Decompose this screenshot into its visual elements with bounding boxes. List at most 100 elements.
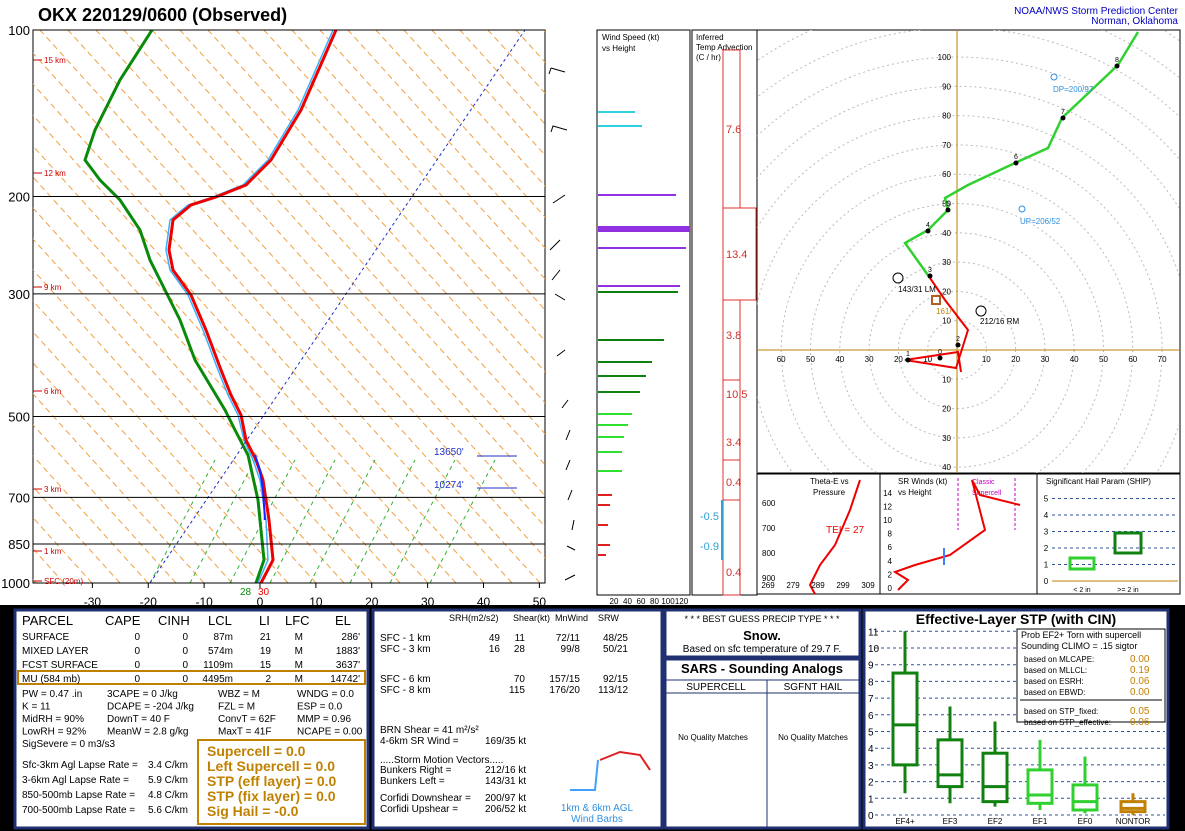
label: 92/15 bbox=[603, 674, 628, 685]
label: ESP = 0.0 bbox=[297, 702, 343, 713]
label: 99/8 bbox=[561, 644, 581, 655]
label: 10 bbox=[923, 355, 932, 364]
label: 700 bbox=[762, 524, 776, 533]
label: DP=200/97 bbox=[1053, 85, 1094, 94]
mixing-ratio bbox=[229, 459, 296, 583]
label: NCAPE = 0.00 bbox=[297, 727, 363, 738]
label: 40 bbox=[477, 595, 491, 609]
mixing-ratio bbox=[389, 459, 456, 583]
label: Shear(kt) bbox=[513, 613, 550, 623]
label: Effective-Layer STP (with CIN) bbox=[916, 611, 1116, 627]
dry-adiabat bbox=[179, 30, 545, 435]
label: 48/25 bbox=[603, 633, 628, 644]
label: based on MLCAPE: bbox=[1024, 655, 1094, 664]
dry-adiabat bbox=[33, 455, 149, 583]
sfc-dewpoint: 28 bbox=[240, 587, 252, 598]
title: OKX 220129/0600 (Observed) bbox=[38, 5, 287, 25]
label: 40 bbox=[623, 597, 632, 606]
dry-adiabat bbox=[33, 486, 121, 583]
label: 279 bbox=[786, 581, 800, 590]
label: 0 bbox=[888, 584, 893, 593]
label: 12 km bbox=[44, 169, 66, 178]
label: SFC - 6 km bbox=[380, 674, 431, 685]
label: 20 bbox=[942, 287, 951, 296]
skewt-frame bbox=[32, 29, 546, 584]
label: MidRH = 90% bbox=[22, 714, 84, 725]
kinematic-panel bbox=[371, 608, 664, 830]
label: Left Supercell = 0.0 bbox=[207, 758, 335, 774]
label: Bunkers Right = bbox=[380, 765, 452, 776]
panel-title: SR Winds (kt) bbox=[898, 477, 948, 486]
label: 0 bbox=[134, 632, 140, 643]
label: 20 bbox=[942, 405, 951, 414]
label: 0.19 bbox=[1130, 665, 1150, 676]
label: 0 bbox=[257, 595, 264, 609]
note: Classic bbox=[972, 479, 995, 486]
note: Supercell bbox=[972, 490, 1002, 497]
label: EF2 bbox=[988, 817, 1003, 826]
label: EF1 bbox=[1033, 817, 1048, 826]
label: 212/16 kt bbox=[485, 765, 526, 776]
dry-adiabat bbox=[123, 30, 545, 497]
iqr bbox=[1119, 800, 1147, 814]
label: SRW bbox=[598, 613, 619, 623]
label: LowRH = 92% bbox=[22, 727, 86, 738]
label: NONTOR bbox=[1116, 817, 1151, 826]
label: Based on sfc temperature of 29.7 F. bbox=[683, 644, 841, 655]
panel-title: Pressure bbox=[813, 488, 846, 497]
wind-barbs bbox=[548, 67, 576, 581]
label: No Quality Matches bbox=[778, 733, 848, 742]
label: 206/52 kt bbox=[485, 804, 526, 815]
label: 176/20 bbox=[549, 685, 580, 696]
dry-adiabat bbox=[431, 30, 545, 156]
label: SGFNT HAIL bbox=[784, 682, 843, 693]
ship-axes: 0 1 2 3 4 5 < 2 in >= 2 in bbox=[1044, 495, 1178, 594]
label: EF3 bbox=[943, 817, 958, 826]
label: SFC - 3 km bbox=[380, 644, 431, 655]
label: 30 bbox=[1040, 355, 1049, 364]
label: 4-6km SR Wind = bbox=[380, 736, 459, 747]
dry-adiabat bbox=[459, 30, 545, 125]
iqr bbox=[981, 751, 1009, 804]
label: 850-500mb Lapse Rate = bbox=[22, 790, 135, 801]
ring bbox=[1050, 73, 1058, 81]
panel-title: Inferred bbox=[696, 33, 724, 42]
label: 28 bbox=[514, 644, 526, 655]
label: 3-6km Agl Lapse Rate = bbox=[22, 775, 129, 786]
label: Supercell = 0.0 bbox=[207, 743, 306, 759]
label: 8 bbox=[868, 677, 874, 688]
hodo-mid bbox=[903, 31, 1140, 279]
label: 269 bbox=[761, 581, 775, 590]
sars-panel bbox=[663, 657, 862, 830]
precip-panel bbox=[663, 608, 862, 659]
sr-axes: 0 2 4 6 8 10 12 14 bbox=[883, 489, 892, 593]
mixing-ratio bbox=[269, 459, 336, 583]
label: 30 bbox=[942, 434, 951, 443]
label: MeanW = 2.8 g/kg bbox=[107, 727, 188, 738]
label: 113/12 bbox=[598, 685, 628, 696]
label: SUPERCELL bbox=[686, 682, 746, 693]
wind-panel bbox=[596, 29, 691, 596]
sr-wind-trace bbox=[892, 479, 1021, 591]
label: 2 bbox=[888, 570, 893, 579]
label: 30 bbox=[865, 355, 874, 364]
label: 1 km bbox=[44, 547, 62, 556]
label: Sfc-3km Agl Lapse Rate = bbox=[22, 760, 138, 771]
label: 6 bbox=[868, 711, 874, 722]
km-dot bbox=[925, 228, 931, 234]
label: FZL = M bbox=[218, 702, 255, 713]
label: 50/21 bbox=[603, 644, 628, 655]
label: based on MLLCL: bbox=[1024, 666, 1087, 675]
label: 60 bbox=[942, 170, 951, 179]
label: M bbox=[295, 674, 303, 685]
label: EF0 bbox=[1078, 817, 1093, 826]
label: 3 bbox=[928, 267, 932, 274]
label: 11 bbox=[515, 633, 526, 644]
km-dot bbox=[937, 355, 943, 361]
label: FCST SURFACE bbox=[22, 660, 98, 671]
label: 574m bbox=[208, 646, 233, 657]
label: 2 bbox=[1044, 544, 1049, 553]
label: 5 bbox=[868, 728, 874, 739]
label: CINH bbox=[158, 613, 190, 628]
